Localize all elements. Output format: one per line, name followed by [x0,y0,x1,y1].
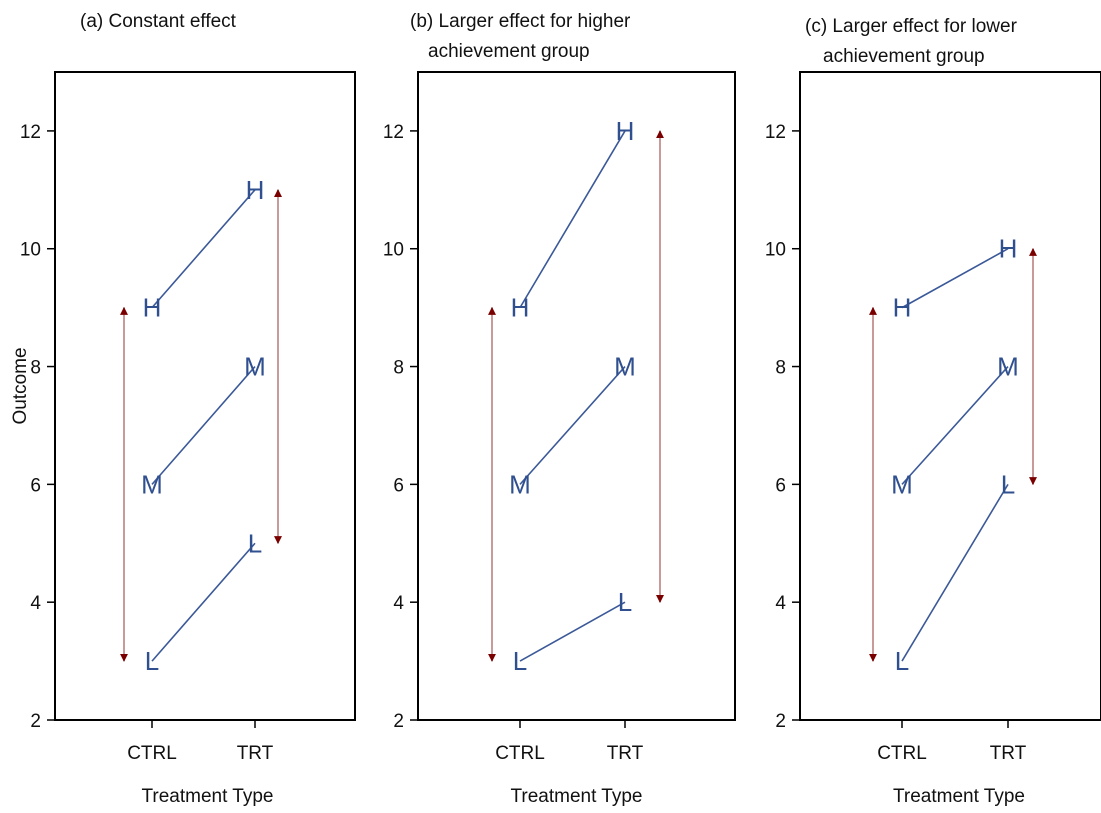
y-tick-label: 8 [30,358,41,379]
panel-title-line: (c) Larger effect for lower [805,16,1018,37]
series-point-l: L [618,587,632,617]
plot-frame [799,71,1101,721]
panel-title-line: (a) Constant effect [80,11,237,32]
y-tick-label: 4 [775,593,786,614]
series-point-l: L [145,646,159,676]
y-tick-label: 8 [393,358,404,379]
panel-3: (c) Larger effect for lower achievement g… [765,16,1101,807]
series-point-m: M [141,469,163,499]
y-tick-label: 10 [765,240,786,261]
series-line-h [151,189,256,309]
y-tick-label: 6 [775,475,786,496]
panel-1: (a) Constant effect 2 4 6 8 10 12 CTRL TRT Treatm… [10,11,356,807]
y-tick-label: 8 [775,358,786,379]
panel-title-line: achievement group [823,46,985,67]
series-point-h: H [893,293,912,323]
x-tick-label: CTRL [877,743,927,764]
x-tick-label: TRT [990,743,1027,764]
series-line-m [901,366,1009,485]
series-line-l [151,542,256,662]
series-line-m [151,366,256,485]
series-point-m: M [244,352,266,382]
series-point-l: L [895,646,909,676]
x-axis-label: Treatment Type [893,786,1025,807]
series-point-h: H [511,293,530,323]
panel-title-line: achievement group [428,41,590,62]
y-tick-label: 10 [383,240,404,261]
series-line-l [901,483,1009,662]
series-line-h [901,248,1009,309]
y-tick-label: 2 [393,711,404,732]
x-axis-label: Treatment Type [510,786,642,807]
y-tick-label: 10 [20,240,41,261]
panel-2: (b) Larger effect for higher achievement … [383,11,736,807]
x-tick-label: TRT [237,743,274,764]
series-point-l: L [513,646,527,676]
y-tick-label: 4 [393,593,404,614]
series-line-m [519,366,626,485]
series-line-l [519,601,626,662]
series-point-h: H [999,234,1018,264]
series-point-l: L [1001,469,1015,499]
y-tick-label: 2 [30,711,41,732]
y-tick-label: 4 [30,593,41,614]
y-tick-label: 12 [20,122,41,143]
series-point-m: M [891,469,913,499]
y-tick-label: 6 [30,475,41,496]
y-tick-label: 12 [765,122,786,143]
y-tick-label: 2 [775,711,786,732]
series-point-h: H [143,293,162,323]
plot-frame [54,71,356,721]
x-tick-label: CTRL [495,743,545,764]
series-point-l: L [248,528,262,558]
y-tick-label: 6 [393,475,404,496]
series-point-h: H [246,175,265,205]
series-point-m: M [614,352,636,382]
series-point-h: H [616,116,635,146]
panel-title-line: (b) Larger effect for higher [410,11,631,32]
x-axis-label: Treatment Type [141,786,273,807]
y-tick-label: 12 [383,122,404,143]
plot-frame [417,71,736,721]
series-line-h [519,130,626,309]
series-point-m: M [997,352,1019,382]
series-point-m: M [509,469,531,499]
x-tick-label: CTRL [127,743,177,764]
y-axis-label: Outcome [10,347,31,424]
x-tick-label: TRT [607,743,644,764]
